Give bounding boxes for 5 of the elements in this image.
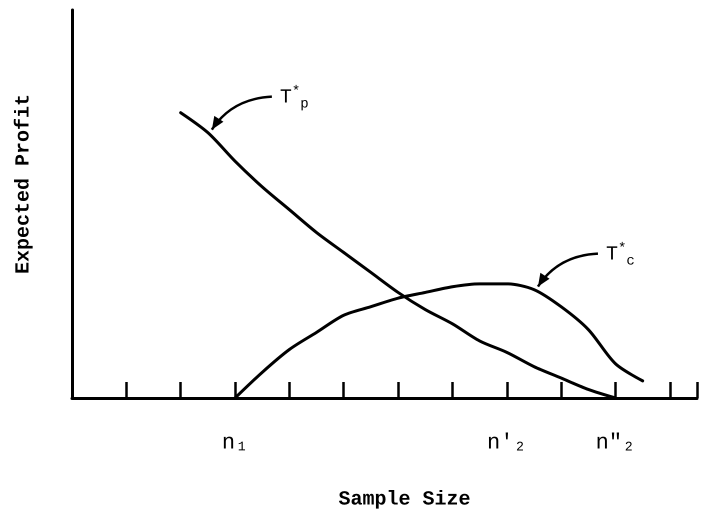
x-axis-title: Sample Size <box>338 488 471 512</box>
x-tick-label: n′₂ <box>486 430 527 456</box>
y-axis-title: Expected Profit <box>12 94 36 274</box>
x-tick-label: n₁ <box>222 430 248 456</box>
x-tick-label: n″₂ <box>596 430 636 456</box>
